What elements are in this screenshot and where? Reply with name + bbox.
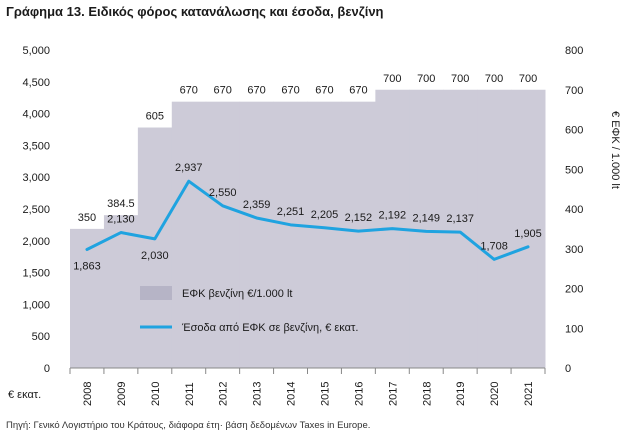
revenue-data-label-2015: 2,205 — [311, 209, 339, 221]
tax-area-step-2015 — [307, 101, 342, 369]
x-tick-label-2019: 2019 — [455, 382, 467, 406]
legend-label-revenue: Έσοδα από ΕΦΚ σε βενζίνη, € εκατ. — [181, 322, 358, 334]
y-right-tick-label: 600 — [565, 125, 583, 137]
x-tick-label-2013: 2013 — [252, 382, 264, 406]
y-left-tick-label: 3,500 — [22, 140, 50, 152]
revenue-line-layer — [85, 179, 530, 261]
y-left-tick-label: 0 — [44, 363, 50, 375]
y-left-tick-label: 1,500 — [22, 268, 50, 280]
tax-area-step-2014 — [273, 101, 308, 369]
revenue-data-label-2008: 1,863 — [73, 261, 101, 273]
tax-area-step-2021 — [511, 89, 546, 368]
y-left-unit-label: € εκατ. — [8, 389, 41, 401]
revenue-data-label-2019: 2,137 — [446, 213, 474, 225]
x-tick-label-2012: 2012 — [218, 382, 230, 406]
tax-data-label-2016: 670 — [349, 85, 367, 97]
tax-area-layer — [70, 89, 546, 369]
revenue-line — [85, 179, 530, 261]
tax-data-label-2013: 670 — [247, 85, 265, 97]
y-right-tick-label: 200 — [565, 284, 583, 296]
revenue-data-label-2010: 2,030 — [141, 250, 169, 262]
tax-area-step-2012 — [205, 101, 241, 369]
y-left-tick-label: 500 — [32, 331, 50, 343]
tax-data-label-2014: 670 — [281, 85, 299, 97]
tax-data-label-2015: 670 — [315, 85, 333, 97]
y-right-tick-label: 500 — [565, 164, 583, 176]
tax-area-step-2016 — [341, 101, 376, 369]
y-right-tick-label: 0 — [565, 363, 571, 375]
x-tick-label-2008: 2008 — [82, 382, 94, 406]
data-labels-layer: 350 384.5 605 670 670 670 670 670 670 700 700 700 70… — [73, 73, 542, 273]
axes-layer: 0 500 1,000 1,500 2,000 2,500 3,000 3,500 4,000 4… — [22, 45, 583, 406]
y-right-tick-label: 800 — [565, 45, 583, 57]
revenue-data-label-2021: 1,905 — [514, 228, 542, 240]
tax-data-label-2008: 350 — [78, 212, 96, 224]
revenue-data-label-2009: 2,130 — [107, 214, 135, 226]
y-left-tick-label: 5,000 — [22, 45, 50, 57]
chart-title: Γράφημα 13. Ειδικός φόρος κατανάλωσης κα… — [6, 4, 384, 19]
tax-area-step-2019 — [443, 89, 478, 368]
legend-swatch-tax — [140, 286, 172, 300]
y-right-tick-label: 100 — [565, 323, 583, 335]
y-left-tick-label: 4,000 — [22, 109, 50, 121]
tax-area-step-2011 — [171, 101, 207, 369]
revenue-data-label-2012: 2,550 — [209, 187, 237, 199]
x-tick-label-2017: 2017 — [387, 382, 399, 406]
x-tick-label-2018: 2018 — [421, 382, 433, 406]
tax-data-label-2018: 700 — [417, 73, 435, 85]
y-left-tick-label: 2,000 — [22, 236, 50, 248]
legend: ΕΦΚ βενζίνη €/1.000 lt Έσοδα από ΕΦΚ σε … — [140, 286, 358, 334]
y-right-tick-label: 300 — [565, 244, 583, 256]
x-tick-label-2021: 2021 — [523, 382, 535, 406]
y-right-tick-label: 700 — [565, 85, 583, 97]
tax-data-label-2020: 700 — [485, 73, 503, 85]
revenue-data-label-2017: 2,192 — [379, 210, 407, 222]
x-tick-label-2011: 2011 — [184, 382, 196, 406]
revenue-data-label-2020: 1,708 — [480, 240, 508, 252]
x-tick-label-2016: 2016 — [353, 382, 365, 406]
revenue-data-label-2011: 2,937 — [175, 162, 203, 174]
tax-area-step-2020 — [477, 89, 512, 368]
tax-data-label-2011: 670 — [180, 85, 198, 97]
x-tick-label-2020: 2020 — [489, 382, 501, 406]
tax-area-step-2013 — [239, 101, 275, 369]
x-tick-label-2014: 2014 — [286, 382, 298, 406]
x-tick-label-2010: 2010 — [150, 382, 162, 406]
tax-data-label-2019: 700 — [451, 73, 469, 85]
tax-area-step-2008 — [70, 228, 105, 368]
tax-data-label-2017: 700 — [383, 73, 401, 85]
revenue-data-label-2018: 2,149 — [412, 212, 440, 224]
y-left-tick-label: 4,500 — [22, 77, 50, 89]
revenue-data-label-2014: 2,251 — [277, 206, 305, 218]
x-tick-label-2009: 2009 — [116, 382, 128, 406]
y-right-axis-label: € ΕΦΚ / 1.000 lt — [609, 111, 621, 189]
tax-data-label-2010: 605 — [146, 111, 164, 123]
tax-data-label-2021: 700 — [519, 73, 537, 85]
revenue-data-label-2016: 2,152 — [345, 212, 373, 224]
y-left-tick-label: 1,000 — [22, 299, 50, 311]
tax-data-label-2012: 670 — [213, 85, 231, 97]
y-left-tick-label: 2,500 — [22, 204, 50, 216]
source-footnote: Πηγή: Γενικό Λογιστήριο του Κράτους, διά… — [6, 420, 371, 431]
revenue-data-label-2013: 2,359 — [243, 199, 271, 211]
legend-label-tax: ΕΦΚ βενζίνη €/1.000 lt — [182, 288, 292, 300]
y-left-tick-label: 3,000 — [22, 172, 50, 184]
tax-area-step-2018 — [409, 89, 444, 368]
tax-area-step-2009 — [103, 215, 139, 368]
tax-area-step-2010 — [137, 127, 173, 368]
tax-data-label-2009: 384.5 — [107, 198, 135, 210]
y-right-tick-label: 400 — [565, 204, 583, 216]
x-tick-label-2015: 2015 — [319, 382, 331, 406]
